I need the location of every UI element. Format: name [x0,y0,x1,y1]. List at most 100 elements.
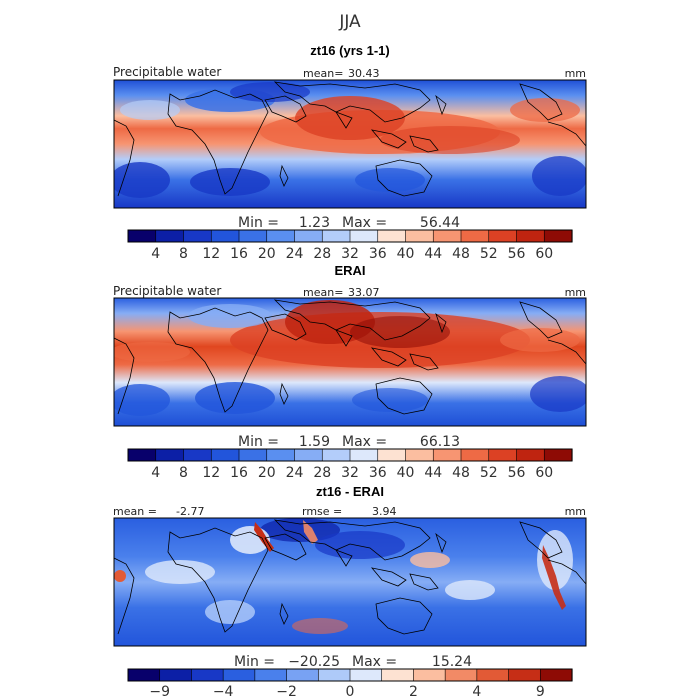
colorbar-swatch [127,448,157,462]
colorbar-tick-label: 60 [535,246,553,262]
panel-2-map [114,298,586,426]
colorbar-swatch [377,229,407,243]
colorbar-tick-label: 16 [230,465,248,481]
colorbar-tick-label: 4 [472,684,481,700]
colorbar-frame [127,229,573,243]
colorbar-tick-label: 24 [286,246,304,262]
colorbar-tick-label: 20 [258,465,276,481]
panel-3-mean-label: mean = [113,505,157,518]
panel-3-max-label: Max = [352,654,397,670]
colorbar-swatch [405,448,434,462]
panel-1-min-value: 1.23 [299,215,330,231]
panel-1-mean-label: mean= [303,67,343,80]
colorbar-swatch [444,668,478,682]
panel-2-max-label: Max = [342,434,387,450]
panel-1-variable: Precipitable water [113,65,221,79]
colorbar-swatch [238,229,268,243]
panel-1-map [114,80,586,208]
panel-1-colorbar: 4 8 12 16 20 24 28 32 36 40 44 48 52 56 60 [127,229,573,262]
colorbar-swatch [321,448,351,462]
colorbar-swatch [210,229,240,243]
colorbar-tick-label: 9 [536,684,545,700]
colorbar-swatch [543,229,573,243]
panel-3-coastlines [114,519,586,635]
colorbar-swatch [381,668,415,682]
panel-3-min-label: Min = [234,654,275,670]
panel-3-frame [113,517,587,647]
panel-2-units: mm [565,286,586,299]
colorbar-swatch [377,448,407,462]
colorbar-swatch [254,668,288,682]
colorbar-tick-label: 60 [535,465,553,481]
panel-3-title: zt16 - ERAI [316,484,384,499]
colorbar-swatch [294,229,323,243]
colorbar-tick-label: 48 [452,465,470,481]
colorbar-swatch [543,448,573,462]
colorbar-tick-label: 4 [151,246,160,262]
colorbar-swatch [222,668,256,682]
panel-3-mean-value: -2.77 [176,505,204,518]
colorbar-tick-label: 52 [480,246,498,262]
panel-2: ERAI Precipitable water mean= 33.07 mm [113,263,587,481]
colorbar-swatch [159,668,193,682]
colorbar-swatch [539,668,573,682]
panel-1-units: mm [565,67,586,80]
colorbar-tick-label: 24 [286,465,304,481]
colorbar-swatch [321,229,351,243]
colorbar-tick-label: 8 [179,465,188,481]
colorbar-tick-label: 4 [151,465,160,481]
colorbar-tick-label: −2 [276,684,297,700]
panel-1: zt16 (yrs 1-1) Precipitable water mean= … [113,43,587,262]
panel-3-units: mm [565,505,586,518]
season-title: JJA [338,12,361,32]
panel-3-colorbar: −9 −4 −2 0 2 4 9 [127,668,573,700]
colorbar-tick-label: 56 [508,465,526,481]
panel-2-coastlines [114,299,586,415]
colorbar-tick-label: 36 [369,465,387,481]
panel-3-map [114,518,586,646]
colorbar-swatch [516,448,545,462]
colorbar-swatch [155,448,185,462]
colorbar-swatch [183,448,212,462]
panel-2-frame [113,297,587,427]
colorbar-swatch [432,448,462,462]
colorbar-tick-label: 12 [202,465,220,481]
colorbar-swatch [286,668,319,682]
panel-2-variable: Precipitable water [113,284,221,298]
panel-3-min-value: −20.25 [288,654,340,670]
colorbar-tick-label: 36 [369,246,387,262]
colorbar-swatch [317,668,351,682]
colorbar-tick-label: 40 [397,246,415,262]
colorbar-swatch [127,229,157,243]
panel-3-max-value: 15.24 [432,654,472,670]
colorbar-tick-label: 32 [341,246,359,262]
colorbar-tick-label: 2 [409,684,418,700]
colorbar-tick-label: 28 [313,246,331,262]
colorbar-swatch [266,229,296,243]
panel-1-title: zt16 (yrs 1-1) [310,43,389,58]
panel-2-min-label: Min = [238,434,279,450]
colorbar-tick-label: 56 [508,246,526,262]
colorbar-swatch [294,448,323,462]
colorbar-frame [127,668,573,682]
colorbar-swatch [266,448,296,462]
colorbar-tick-label: 0 [346,684,355,700]
panel-2-mean-label: mean= [303,286,343,299]
panel-3-rmse-label: rmse = [302,505,342,518]
colorbar-tick-label: 48 [452,246,470,262]
panel-1-max-value: 56.44 [420,215,460,231]
colorbar-swatch [460,229,490,243]
colorbar-swatch [516,229,545,243]
colorbar-tick-label: 44 [424,465,442,481]
panel-1-mean-value: 30.43 [348,67,380,80]
colorbar-swatch [488,448,518,462]
colorbar-tick-label: 52 [480,465,498,481]
colorbar-tick-label: 20 [258,246,276,262]
colorbar-tick-label: 28 [313,465,331,481]
colorbar-swatch [210,448,240,462]
colorbar-swatch [488,229,518,243]
colorbar-tick-label: 8 [179,246,188,262]
colorbar-tick-label: 16 [230,246,248,262]
panel-2-min-value: 1.59 [299,434,330,450]
